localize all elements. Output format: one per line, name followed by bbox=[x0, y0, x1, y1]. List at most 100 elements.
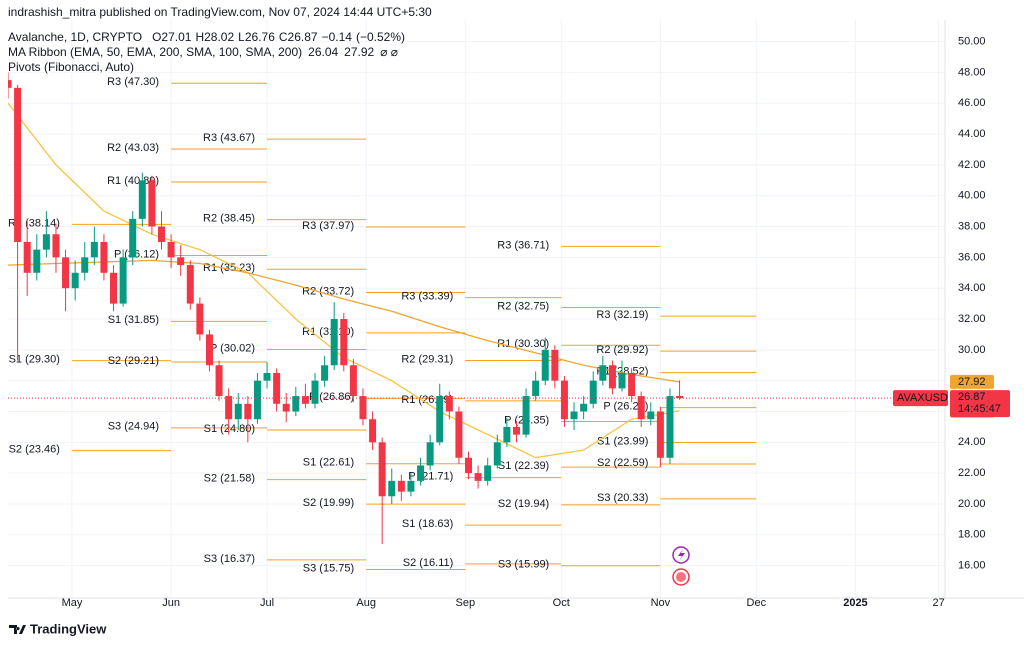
pivot-label: S2 (29.21) bbox=[108, 355, 159, 367]
ohlc-key: O bbox=[152, 30, 161, 44]
candle-body bbox=[253, 380, 261, 420]
pivot-label: R3 (36.71) bbox=[497, 239, 549, 251]
candle-body bbox=[551, 349, 559, 381]
candle-body bbox=[426, 442, 434, 466]
pivot-label: R3 (33.39) bbox=[401, 291, 453, 303]
y-tick-label: 46.00 bbox=[958, 97, 986, 109]
ma-title: MA Ribbon (EMA, 50, EMA, 200, SMA, 100, … bbox=[8, 45, 302, 59]
ohlc-key: L bbox=[238, 30, 245, 44]
pivot-label: S1 (22.39) bbox=[498, 460, 549, 472]
candle-body bbox=[676, 395, 684, 399]
symbol-label: AVAXUSD bbox=[897, 392, 948, 404]
x-tick-label: 2025 bbox=[843, 597, 867, 609]
candle-body bbox=[484, 465, 492, 481]
candle-body bbox=[618, 372, 626, 389]
symbol-line: Avalanche, 1D, CRYPTO bbox=[8, 30, 142, 44]
candle-body bbox=[167, 241, 175, 258]
y-tick-label: 34.00 bbox=[958, 282, 986, 294]
pivot-label: S3 (24.94) bbox=[108, 421, 159, 433]
candle-body bbox=[186, 265, 194, 304]
candle-body bbox=[369, 419, 377, 443]
y-tick-label: 16.00 bbox=[958, 560, 986, 572]
candle-body bbox=[52, 234, 60, 258]
y-tick-label: 48.00 bbox=[958, 66, 986, 78]
y-tick-label: 50.00 bbox=[958, 35, 986, 47]
brand: TradingView bbox=[30, 621, 107, 636]
y-tick-label: 24.00 bbox=[958, 436, 986, 448]
pivot-label: P (26.25) bbox=[603, 401, 648, 413]
candle-body bbox=[503, 426, 511, 443]
pivot-label: P (21.71) bbox=[408, 471, 453, 483]
candle-body bbox=[608, 365, 616, 389]
last-price-label: 26.87 bbox=[958, 391, 986, 403]
pivot-label: S3 (15.75) bbox=[303, 562, 354, 574]
pivot-label: R3 (47.30) bbox=[107, 76, 159, 88]
pivot-label: S3 (15.99) bbox=[498, 559, 549, 571]
y-tick-label: 30.00 bbox=[958, 344, 986, 356]
candle-body bbox=[14, 87, 22, 242]
y-tick-label: 36.00 bbox=[958, 251, 986, 263]
candle-body bbox=[388, 480, 396, 497]
event-icon-glyph bbox=[678, 549, 685, 561]
candle-body bbox=[196, 303, 204, 335]
candle-body bbox=[397, 480, 405, 492]
change: −0.14 bbox=[322, 30, 353, 44]
grid bbox=[8, 20, 945, 598]
price-badge bbox=[950, 374, 994, 389]
candle-body bbox=[244, 403, 252, 420]
ohlc-value: 26.87 bbox=[288, 30, 318, 44]
pivot-label: P (30.02) bbox=[210, 342, 255, 354]
candle-body bbox=[71, 272, 79, 289]
symbol-badge bbox=[893, 390, 948, 407]
candle-body bbox=[138, 180, 146, 219]
logo-icon bbox=[9, 625, 26, 634]
event-icons[interactable] bbox=[672, 546, 690, 586]
header: indrashish_mitra published on TradingVie… bbox=[7, 4, 434, 76]
candle-body bbox=[359, 396, 367, 420]
candle-body bbox=[62, 257, 70, 289]
pivot-label: R1 (40.89) bbox=[107, 175, 159, 187]
ma-icons: ⌀ ⌀ bbox=[380, 45, 398, 59]
candle-body bbox=[474, 473, 482, 481]
ma-value: 26.04 bbox=[308, 45, 338, 59]
candle-body bbox=[340, 319, 348, 366]
candle-body bbox=[23, 241, 31, 273]
ohlc-value: 26.76 bbox=[245, 30, 275, 44]
ohlc-value: 28.02 bbox=[204, 30, 234, 44]
y-tick-label: 44.00 bbox=[958, 128, 986, 140]
candle-body bbox=[656, 411, 664, 458]
candle-body bbox=[177, 257, 185, 266]
candle-body bbox=[273, 372, 281, 404]
pivot-label: S3 (20.33) bbox=[597, 492, 648, 504]
candle-body bbox=[81, 257, 89, 273]
x-tick-label: Aug bbox=[356, 597, 376, 609]
candle-body bbox=[465, 457, 473, 474]
x-tick-label: Nov bbox=[651, 597, 671, 609]
y-tick-label: 22.00 bbox=[958, 467, 986, 479]
pivot-label: S2 (21.58) bbox=[204, 473, 255, 485]
price-badge-label: 27.92 bbox=[958, 376, 986, 388]
moving-averages bbox=[8, 102, 680, 459]
pivot-label: S1 (24.80) bbox=[204, 423, 255, 435]
pivot-label: R3 (37.97) bbox=[302, 220, 354, 232]
x-tick-label: Sep bbox=[456, 597, 476, 609]
x-tick-label: 27 bbox=[932, 597, 944, 609]
candle-body bbox=[580, 403, 588, 412]
candle-body bbox=[532, 380, 540, 397]
candle-body bbox=[33, 249, 41, 273]
candle-body bbox=[234, 403, 242, 420]
x-tick-label: Oct bbox=[553, 597, 570, 609]
candle-body bbox=[158, 226, 166, 242]
candle-body bbox=[599, 365, 607, 381]
candle-body bbox=[263, 372, 271, 381]
candle-body bbox=[378, 442, 386, 497]
candle-body bbox=[215, 365, 223, 397]
pivot-label: R2 (29.31) bbox=[401, 353, 453, 365]
pivot-label: R2 (38.45) bbox=[203, 213, 255, 225]
ohlc-value: 27.01 bbox=[161, 30, 191, 44]
candle-body bbox=[301, 396, 309, 404]
candle-body bbox=[129, 218, 137, 258]
candle-body bbox=[90, 241, 98, 258]
